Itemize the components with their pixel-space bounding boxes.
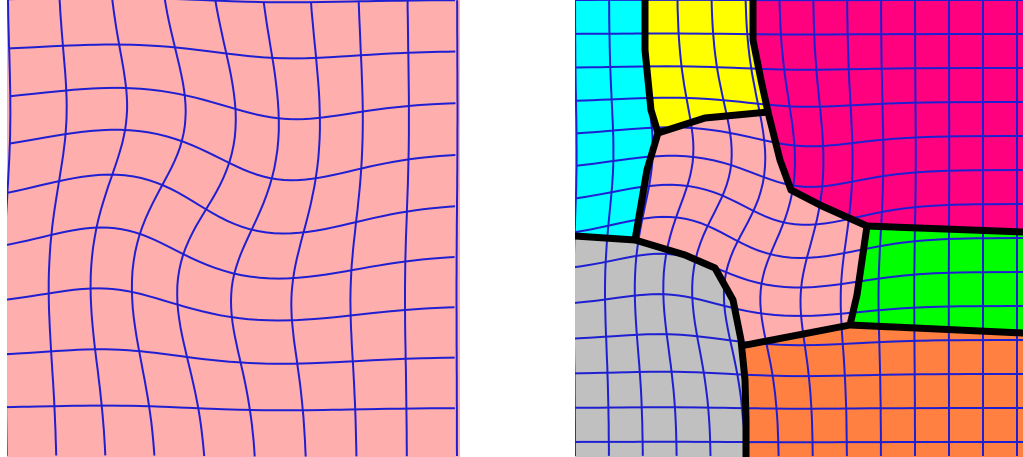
boundary-orange — [742, 321, 854, 349]
left-mesh-svg — [7, 0, 460, 457]
right-mesh-hline — [576, 154, 1023, 188]
right-mesh-vline — [691, 0, 733, 457]
left-mesh-vline — [290, 2, 321, 457]
left-mesh-hline — [10, 86, 456, 121]
left-mesh-hline — [9, 128, 456, 182]
left-mesh-hline — [7, 226, 455, 280]
left-mesh-hline — [9, 43, 456, 60]
boundary-green — [846, 222, 1023, 337]
left-mesh-vline — [47, 0, 68, 456]
right-mesh-hline — [575, 32, 1023, 36]
right-mesh-vline — [722, 0, 767, 457]
right-mesh-vline — [839, 0, 854, 457]
magenta-region — [753, 0, 1023, 232]
region-boundaries — [575, 0, 1023, 457]
right-mesh-hline — [575, 96, 1023, 108]
left-pink-region — [7, 0, 460, 457]
boundary-yellow-pink — [654, 108, 772, 137]
right-mesh-vline — [759, 0, 797, 457]
right-mesh-vline — [799, 0, 825, 457]
right-mesh-hline — [575, 370, 1023, 378]
right-mesh-svg — [575, 0, 1023, 457]
left-mesh-vline — [89, 0, 129, 456]
left-mesh-hline — [7, 0, 456, 4]
left-mesh-hline — [7, 287, 455, 322]
cyan-region — [575, 0, 658, 240]
right-mesh-hline — [575, 293, 1023, 317]
boundary-gray — [575, 232, 750, 457]
right-mesh-vline — [877, 0, 885, 456]
right-mesh-panel — [575, 0, 1023, 457]
boundary-yellow-magenta — [749, 0, 1023, 236]
right-mesh-hline — [575, 406, 1023, 410]
left-mesh-hline — [7, 404, 455, 412]
right-mesh-vline — [575, 0, 578, 456]
orange-region — [745, 325, 1023, 457]
left-mesh-vline — [176, 0, 237, 457]
left-mesh-vline — [7, 0, 12, 456]
left-mesh-vline — [130, 0, 187, 456]
left-mesh-vline — [404, 0, 410, 457]
right-mesh-hline — [575, 65, 1023, 71]
left-mesh-vline — [229, 1, 280, 457]
left-mesh-vline — [349, 1, 364, 457]
boundary-cyan-yellow — [641, 0, 662, 137]
gray-region — [575, 236, 746, 457]
right-mesh-vline — [662, 0, 695, 456]
right-mesh-hline — [575, 215, 1023, 260]
right-mesh-hline — [575, 183, 1023, 226]
right-mesh-vline — [604, 0, 615, 456]
right-mesh-hline — [575, 333, 1023, 347]
left-mesh-grid — [7, 0, 459, 457]
left-mesh-vline — [455, 0, 459, 457]
boundary-cyan-pink — [631, 129, 662, 244]
left-mesh-panel — [7, 0, 460, 457]
left-mesh-hline — [7, 348, 455, 365]
right-mesh-hline — [575, 252, 1023, 289]
left-mesh-hline — [7, 173, 456, 235]
